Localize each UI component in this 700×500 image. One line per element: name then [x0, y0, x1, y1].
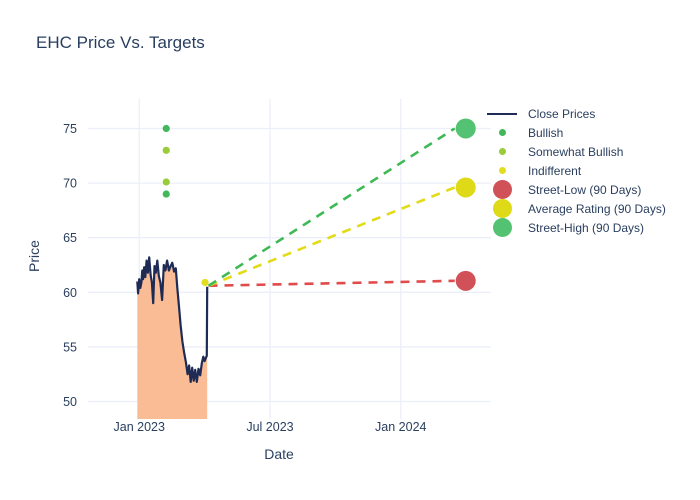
x-axis-title: Date [264, 446, 294, 462]
y-tick-label: 60 [63, 286, 77, 300]
legend-label: Street-Low (90 Days) [528, 182, 642, 197]
legend-line-swatch [487, 112, 517, 115]
rating-dot-bullish[interactable] [162, 124, 170, 133]
chart-title: EHC Price Vs. Targets [36, 33, 205, 52]
legend-dot-swatch [487, 148, 517, 155]
y-tick-label: 55 [63, 340, 77, 354]
x-tick-label: Jan 2023 [114, 420, 165, 434]
legend-dot-swatch [487, 129, 517, 136]
legend-item-somewhat-bullish[interactable]: Somewhat Bullish [487, 142, 666, 161]
target-marker-average-rating-days-[interactable] [455, 177, 476, 198]
rating-dot-somewhat-bullish[interactable] [162, 178, 170, 186]
legend-dot-swatch [487, 218, 517, 237]
target-marker-street-high-days-[interactable] [455, 118, 476, 139]
rating-dot-somewhat-bullish[interactable] [162, 146, 170, 154]
legend-label: Average Rating (90 Days) [528, 201, 666, 216]
y-tick-label: 75 [63, 122, 77, 136]
legend-label: Bullish [528, 125, 564, 140]
legend-item-close-prices[interactable]: Close Prices [487, 104, 666, 123]
y-tick-label: 50 [63, 395, 77, 409]
target-dash-street-high-days- [207, 127, 456, 287]
legend-item-street-low-days[interactable]: Street-Low (90 Days) [487, 180, 666, 199]
rating-dot-indifferent[interactable] [201, 278, 209, 287]
legend-dot-swatch [487, 180, 517, 199]
legend-dot-swatch [487, 199, 517, 218]
legend-dot-swatch [487, 167, 517, 174]
legend-label: Somewhat Bullish [528, 144, 624, 159]
x-tick-label: Jan 2024 [375, 420, 426, 434]
legend-item-indifferent[interactable]: Indifferent [487, 161, 666, 180]
y-tick-label: 70 [63, 177, 77, 191]
x-tick-label: Jul 2023 [246, 420, 293, 434]
target-dash-street-low-days- [208, 279, 455, 288]
legend-label: Street-High (90 Days) [528, 220, 645, 235]
close-prices-area [137, 257, 208, 419]
legend-item-average-rating-days[interactable]: Average Rating (90 Days) [487, 199, 666, 218]
y-tick-label: 65 [63, 231, 77, 245]
target-dash-average-rating-days- [208, 186, 456, 287]
close-prices-line [136, 256, 209, 383]
target-marker-street-low-days-[interactable] [455, 270, 476, 291]
legend: Close Prices Bullish Somewhat Bullish Indif… [487, 104, 666, 237]
rating-dot-bullish[interactable] [162, 190, 170, 198]
legend-item-street-high-days[interactable]: Street-High (90 Days) [487, 218, 666, 237]
legend-item-bullish[interactable]: Bullish [487, 123, 666, 142]
legend-label: Close Prices [528, 106, 596, 121]
legend-label: Indifferent [528, 163, 582, 178]
